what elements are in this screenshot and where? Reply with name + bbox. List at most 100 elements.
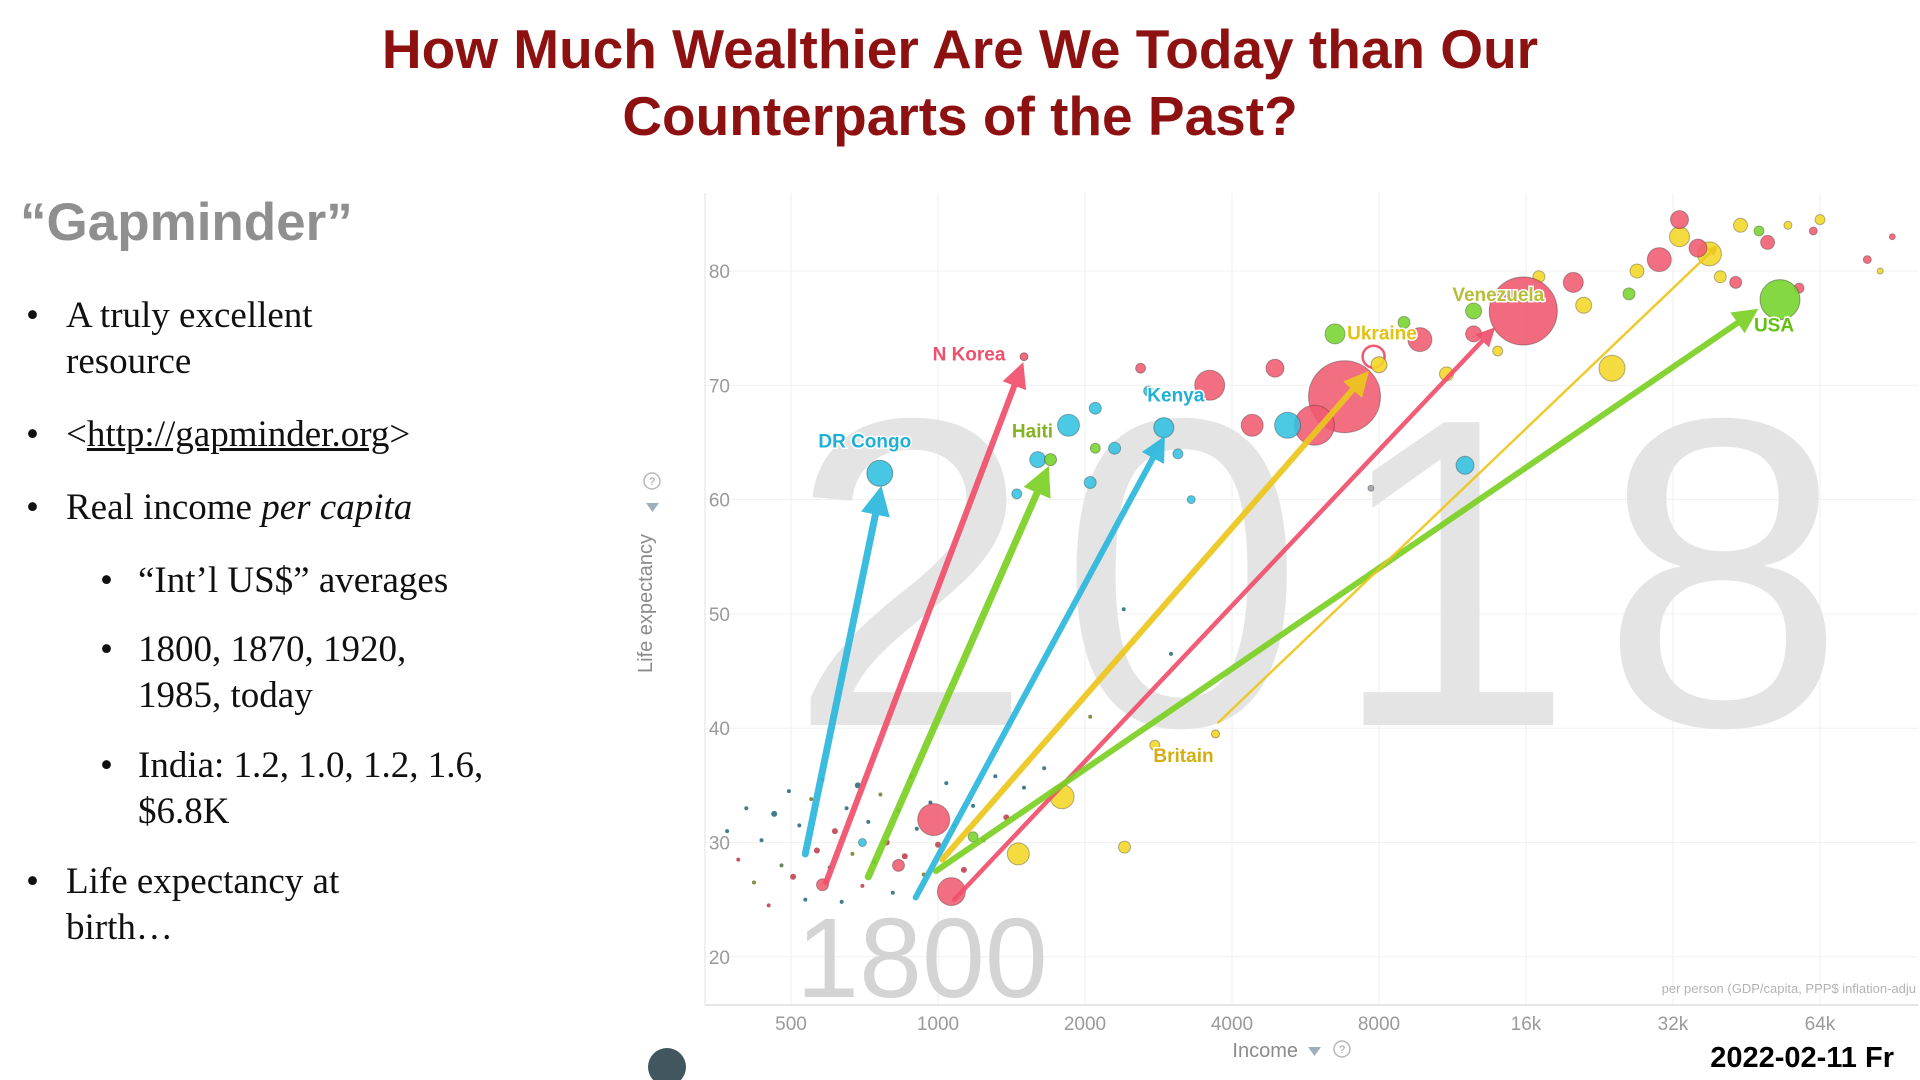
bubble	[1622, 287, 1636, 301]
dot-1800	[779, 863, 784, 868]
trail-arrow-venezuela	[952, 327, 1496, 902]
dot-1800	[803, 897, 808, 902]
bubble	[1783, 220, 1793, 230]
x-axis-dropdown-icon[interactable]	[1308, 1047, 1321, 1056]
bubble	[1057, 413, 1080, 437]
bubble	[1265, 358, 1285, 378]
bubble	[1713, 270, 1727, 284]
dot-1800	[1022, 785, 1026, 790]
country-label-usa: USA	[1754, 316, 1794, 337]
bubble	[1172, 448, 1184, 460]
bubble-dr-congo	[866, 459, 894, 487]
gapminder-chart: 20 30 40 50 60 70 80 500 1000 2000 4000 8000 16k 32k 6…	[630, 185, 1920, 1065]
dot-1800	[1121, 607, 1126, 612]
play-button-partial[interactable]	[648, 1048, 686, 1080]
trail-arrow-ukraine	[939, 370, 1370, 863]
axis-unit-note: per person (GDP/capita, PPP$ inflation-a…	[1662, 981, 1916, 996]
bullet-text: Real income	[66, 486, 262, 528]
trail-arrow-britain	[1217, 245, 1719, 724]
x-tick-label: 32k	[1658, 1014, 1689, 1035]
dot-1800	[850, 851, 855, 856]
dot-1800	[797, 823, 802, 828]
title-line-2: Counterparts of the Past?	[622, 85, 1298, 148]
country-label-ukraine: Ukraine	[1347, 324, 1417, 345]
gapminder-link[interactable]: http://gapminder.org	[86, 413, 390, 455]
bubble	[1029, 451, 1047, 469]
bullet-text: $6.8K	[138, 791, 230, 832]
y-axis-help-icon[interactable]	[643, 472, 661, 490]
bubble	[1733, 217, 1748, 233]
x-axis-label[interactable]: Income	[1232, 1040, 1298, 1062]
bubble	[1397, 315, 1411, 329]
bubble	[1670, 210, 1689, 230]
country-label-britain: Britain	[1153, 746, 1213, 767]
date-stamp: 2022-02-11 Fr	[1710, 1042, 1894, 1074]
trail-arrow-kenya	[912, 435, 1165, 901]
bubble	[1646, 247, 1672, 273]
bubble	[1006, 842, 1030, 866]
y-tick-label: 50	[709, 605, 730, 626]
dot-1800	[993, 774, 998, 779]
trail-arrow-usa	[932, 308, 1759, 875]
bullet-item: Life expectancy atbirth…	[20, 859, 640, 951]
bubble	[1088, 401, 1102, 415]
dot-1800	[914, 826, 919, 831]
bubble	[1149, 739, 1161, 751]
country-label-haiti: Haiti	[1012, 422, 1053, 443]
bullet-text: <	[66, 413, 87, 455]
bullet-text: 1800, 1870, 1920,	[138, 629, 407, 671]
country-label-venezuela: Venezuela	[1452, 285, 1544, 306]
bubble	[1407, 327, 1433, 353]
dot-1800	[790, 873, 797, 880]
dot-1800	[839, 899, 844, 904]
bubble	[1011, 488, 1023, 500]
bullet-item: 1800, 1870, 1920,1985, today	[20, 627, 640, 719]
dot-1800	[878, 792, 883, 797]
y-tick-label: 60	[709, 491, 730, 512]
bullet-item: Real income per capita	[20, 485, 640, 531]
country-label-kenya: Kenya	[1147, 386, 1204, 407]
bubble	[1083, 476, 1097, 489]
x-axis-help-icon[interactable]	[1333, 1040, 1351, 1058]
dot-1800	[901, 853, 908, 860]
bubble	[1240, 413, 1264, 437]
country-label-dr-congo: DR Congo	[818, 431, 911, 452]
gapminder-heading: “Gapminder”	[20, 193, 353, 252]
bubble	[1118, 840, 1131, 854]
trail-arrow-n-korea	[823, 362, 1027, 886]
dot-1800	[928, 800, 933, 805]
dot-1800	[1088, 714, 1093, 719]
bubble	[1876, 267, 1884, 275]
dot-1800	[1042, 766, 1047, 771]
y-axis-dropdown-icon[interactable]	[646, 503, 659, 512]
y-axis-title[interactable]: Life expectancy	[635, 534, 657, 673]
bubble	[1367, 484, 1375, 492]
dot-1800	[771, 810, 778, 817]
title-line-1: How Much Wealthier Are We Today than Our	[381, 18, 1539, 80]
bubble	[1186, 495, 1196, 505]
dot-1800	[786, 789, 791, 794]
bubble	[1324, 323, 1346, 345]
bubble	[1089, 442, 1101, 454]
bubble	[1465, 302, 1483, 320]
bubble	[1688, 238, 1708, 258]
dot-1800	[866, 819, 871, 824]
dot-1800	[725, 829, 730, 834]
bullet-text: Life expectancy at	[66, 860, 340, 902]
dot-1800	[744, 806, 749, 811]
dot-1800	[813, 847, 820, 854]
country-label-n-korea: N Korea	[933, 345, 1006, 366]
dot-1800	[809, 797, 814, 802]
bubble	[936, 877, 966, 907]
bullet-text: A truly excellent	[66, 295, 313, 336]
dot-1800	[759, 838, 764, 843]
y-axis-help-qmark: ?	[649, 476, 655, 488]
bubble	[1455, 455, 1475, 475]
bullet-text: birth…	[66, 906, 173, 948]
bubble	[1575, 296, 1593, 314]
x-tick-label: 2000	[1064, 1014, 1106, 1035]
bullet-text: India: 1.2, 1.0, 1.2, 1.6,	[138, 745, 484, 787]
bubble	[1274, 411, 1302, 439]
